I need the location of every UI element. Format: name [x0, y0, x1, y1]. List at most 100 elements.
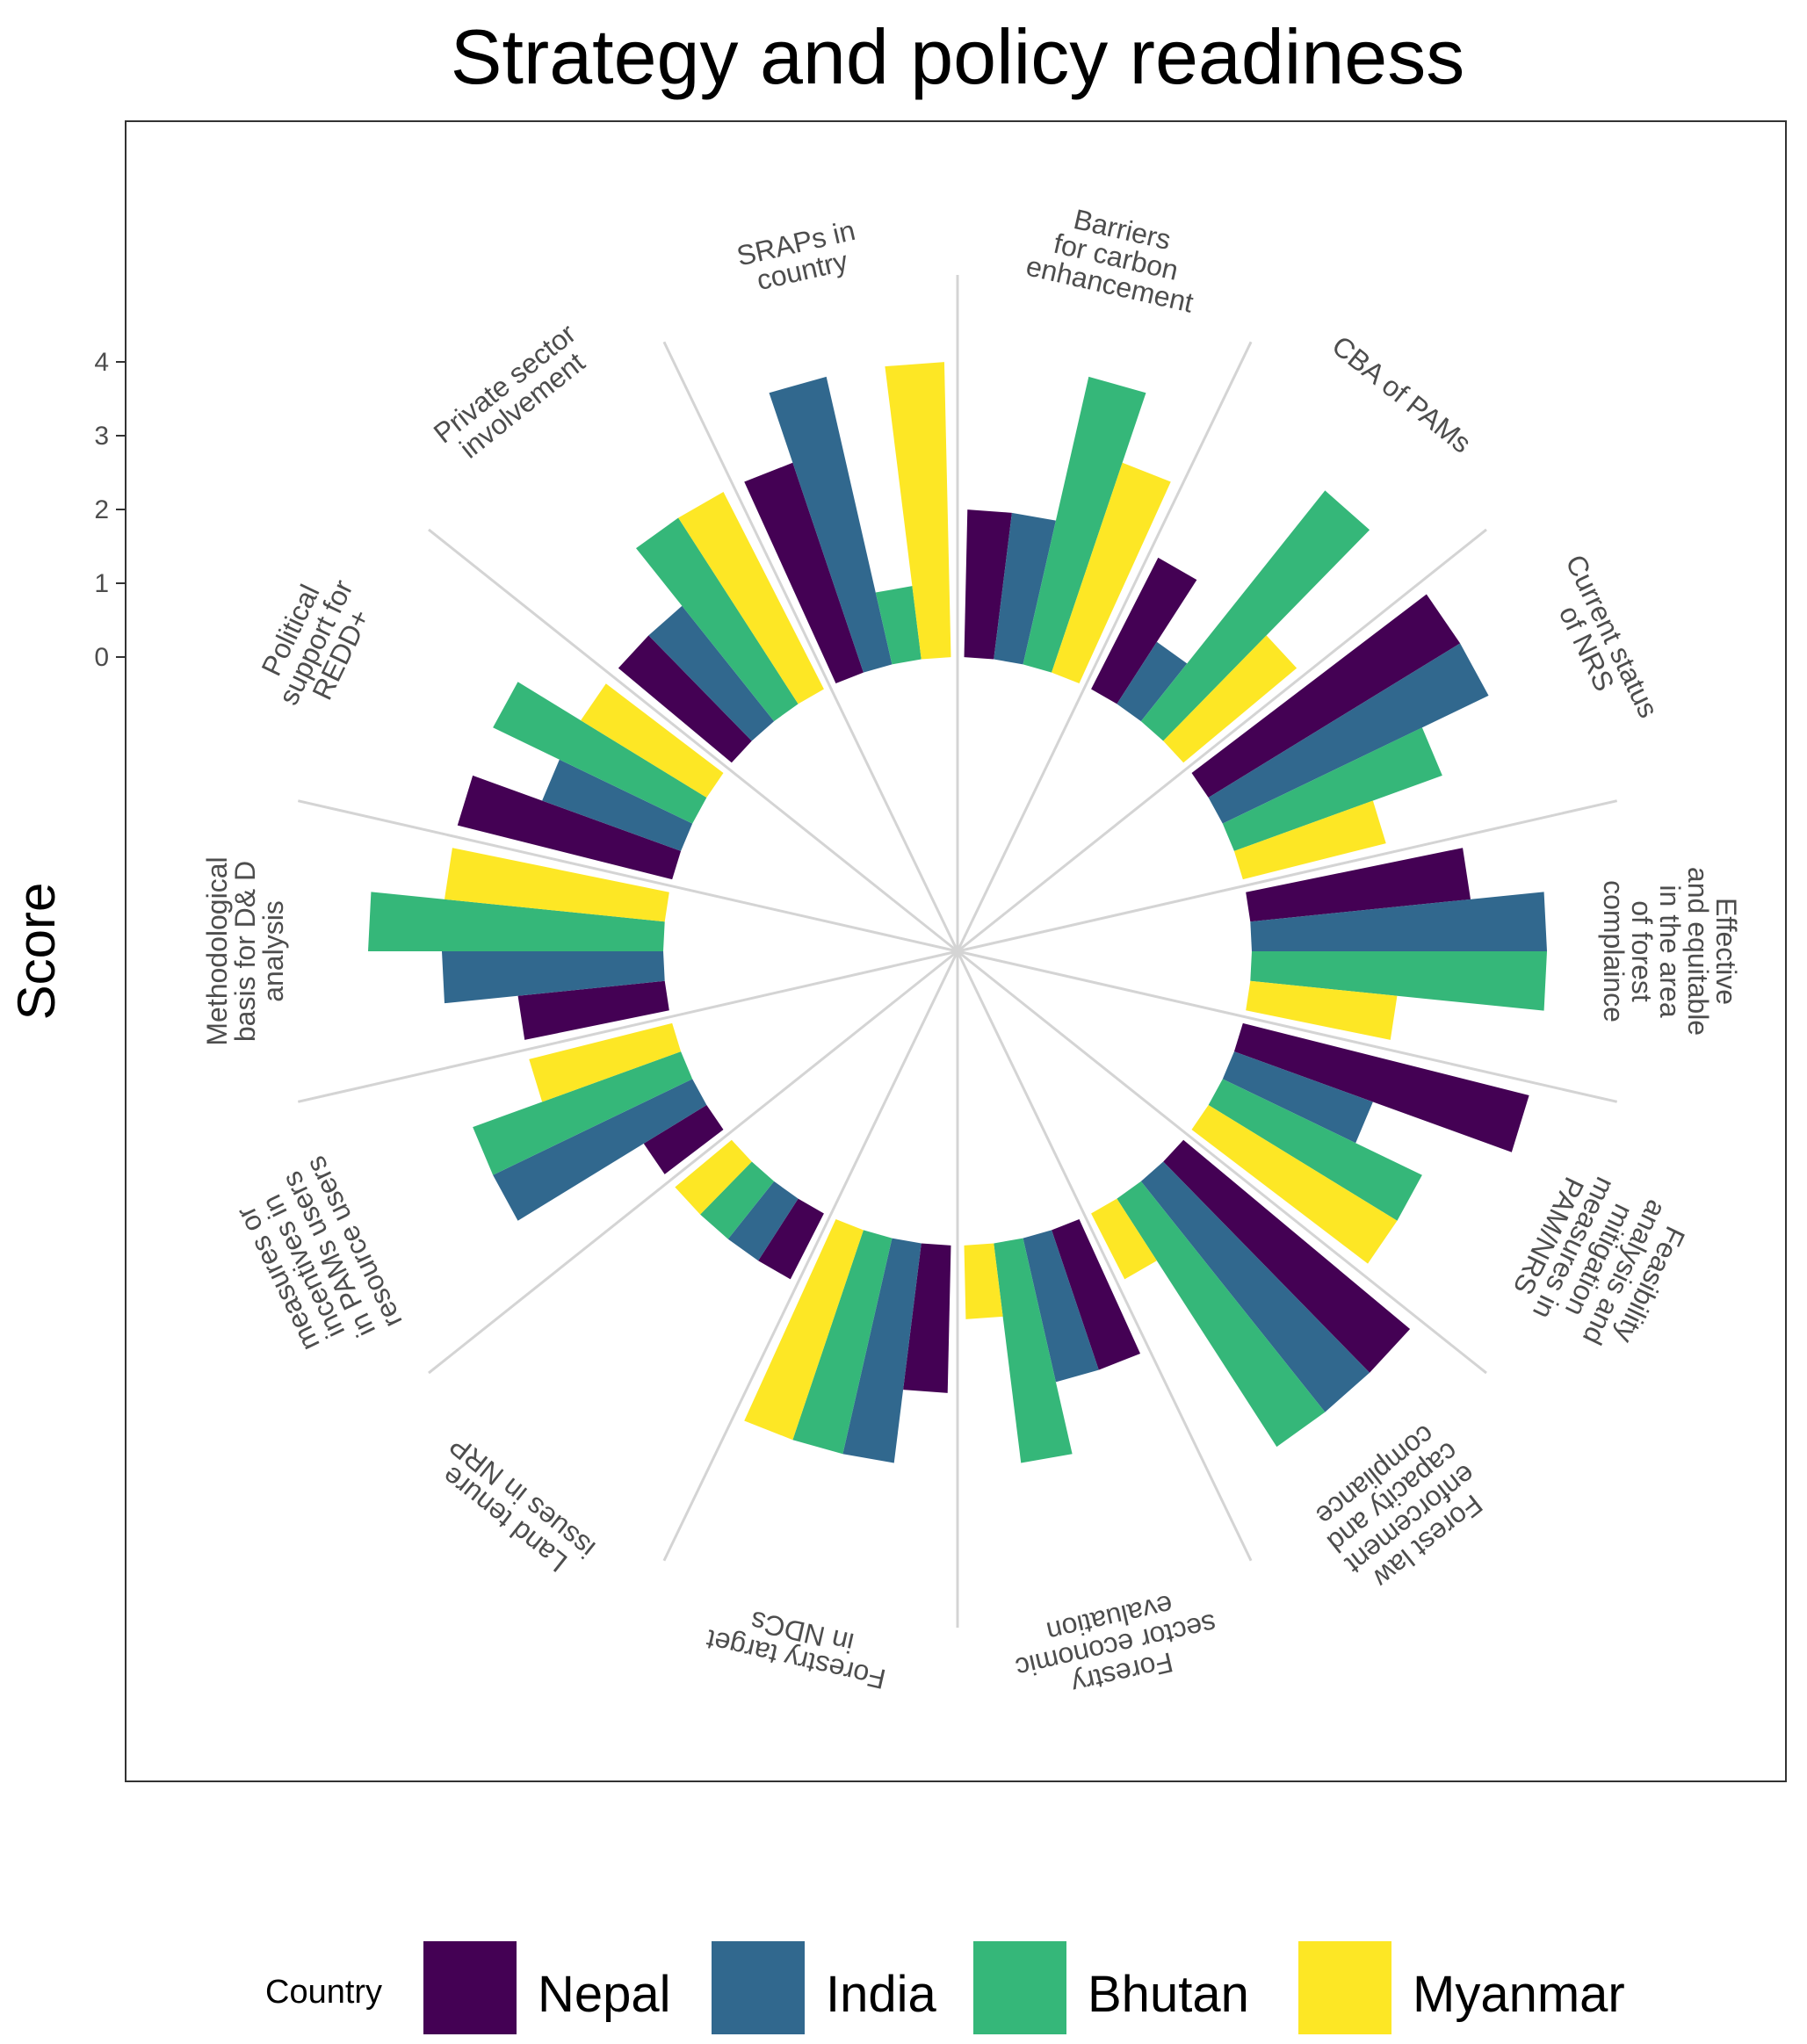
bar-nepal-9 [643, 1105, 724, 1174]
bar-myanmar-4 [1191, 1105, 1398, 1264]
bar-nepal-13 [744, 462, 864, 683]
bar-myanmar-3 [1246, 980, 1398, 1040]
bar-nepal-12 [618, 635, 752, 763]
y-tick-label: 0 [94, 643, 109, 672]
bar-nepal-6 [1052, 1219, 1141, 1370]
bar-nepal-10 [517, 980, 669, 1040]
grid-spoke [428, 528, 958, 953]
bar-bhutan-11 [493, 682, 707, 824]
bar-myanmar-8 [675, 1139, 752, 1215]
category-label: Current statusof NRS [1534, 550, 1664, 735]
category-label: Barriersfor carbonenhancement [1023, 195, 1209, 319]
chart-title: Strategy and policy readiness [451, 13, 1464, 100]
y-tick-label: 1 [94, 569, 109, 598]
category-label: Forestry targetin NDCs [703, 1596, 894, 1695]
plot-panel [125, 120, 1787, 1782]
legend-label-myanmar: Myanmar [1413, 1966, 1625, 2023]
y-tick-label: 2 [94, 495, 109, 524]
grid-spoke [956, 341, 1253, 952]
bar-myanmar-5 [1091, 1198, 1157, 1280]
bar-india-6 [1023, 1230, 1099, 1383]
bar-nepal-0 [964, 509, 1012, 660]
bar-india-8 [727, 1181, 799, 1261]
bar-nepal-1 [1091, 557, 1197, 704]
category-label: CBA of PAMs [1326, 329, 1478, 459]
grid-spoke [957, 799, 1618, 953]
bar-india-3 [1250, 892, 1547, 951]
category-label: measures orincentives inin PAMs usersres… [223, 1152, 408, 1369]
bar-nepal-11 [457, 775, 682, 880]
bar-india-5 [1140, 1161, 1370, 1412]
category-label: Private sectorinvolvement [428, 317, 600, 471]
bar-myanmar-11 [581, 683, 724, 798]
bar-bhutan-0 [1023, 376, 1146, 673]
legend-swatch-india [712, 1941, 805, 2034]
bar-myanmar-13 [885, 362, 951, 660]
category-label: Politicalsupport forREDD+ [247, 562, 385, 722]
bar-bhutan-13 [875, 586, 922, 665]
y-axis-label: Score [7, 883, 66, 1021]
category-label: Methodologicalbasis for D& Danalysis [201, 856, 289, 1045]
grid-spoke [428, 950, 958, 1375]
legend-swatch-bhutan [973, 1941, 1066, 2034]
bar-india-2 [1208, 643, 1489, 824]
bar-bhutan-8 [700, 1161, 775, 1239]
bar-myanmar-9 [529, 1022, 682, 1102]
grid-spoke [957, 950, 1487, 1375]
bar-myanmar-6 [964, 1243, 1003, 1319]
bar-myanmar-7 [744, 1219, 864, 1441]
bar-myanmar-12 [678, 491, 824, 704]
bar-india-9 [493, 1079, 707, 1221]
bar-india-12 [648, 605, 775, 741]
category-label: SRAPs incountry [734, 214, 864, 300]
category-label: Land tenureissues in NRP [426, 1430, 601, 1587]
bar-bhutan-2 [1222, 727, 1442, 851]
bar-bhutan-9 [473, 1051, 693, 1175]
bar-bhutan-7 [792, 1230, 893, 1455]
bar-nepal-7 [903, 1243, 951, 1393]
bar-myanmar-10 [444, 848, 669, 922]
legend-label-india: India [826, 1966, 937, 2023]
bar-india-1 [1117, 641, 1188, 722]
grid-spoke [297, 799, 958, 953]
category-label: Forestrysector economicevaluation [1007, 1580, 1225, 1711]
bar-nepal-5 [1163, 1139, 1411, 1373]
y-tick-label: 3 [94, 422, 109, 451]
bar-india-0 [994, 512, 1056, 665]
legend-title: Country [265, 1974, 382, 2011]
bar-india-13 [769, 376, 893, 673]
grid-spoke [957, 528, 1487, 953]
grid-spoke [297, 950, 958, 1103]
y-axis-ticks: 0 1 2 3 4 [94, 348, 126, 672]
bar-bhutan-6 [994, 1238, 1073, 1463]
grid-spoke [957, 950, 1618, 1103]
bar-bhutan-4 [1208, 1079, 1422, 1221]
bar-myanmar-0 [1052, 462, 1171, 683]
bar-india-10 [442, 951, 665, 1004]
grid-spoke [956, 950, 1253, 1562]
bar-nepal-3 [1246, 848, 1471, 922]
legend-swatch-nepal [423, 1941, 517, 2034]
bar-bhutan-12 [636, 517, 799, 722]
grid-spokes [297, 275, 1618, 1628]
legend-swatch-myanmar [1298, 1941, 1391, 2034]
bar-india-7 [842, 1238, 922, 1463]
bar-bhutan-3 [1250, 951, 1547, 1011]
category-label: Forest lawenforcementcapacity andcomplia… [1304, 1413, 1500, 1602]
bar-nepal-4 [1233, 1022, 1529, 1152]
bar-india-11 [542, 759, 693, 851]
grid-spoke [662, 950, 959, 1562]
legend: Country Nepal India Bhutan Myanmar [265, 1941, 1625, 2034]
category-label: Effectiveand equitablein the areaof fore… [1598, 867, 1742, 1036]
bar-nepal-2 [1191, 594, 1461, 798]
bar-bhutan-10 [368, 892, 665, 951]
category-label: Feasibilityanalysis andmitigationmeasure… [1500, 1159, 1698, 1361]
bar-myanmar-1 [1163, 635, 1297, 763]
bars-layer [368, 362, 1547, 1463]
bar-nepal-8 [758, 1198, 824, 1280]
bar-myanmar-2 [1233, 800, 1386, 880]
bar-bhutan-1 [1140, 490, 1370, 741]
bar-bhutan-5 [1117, 1181, 1326, 1448]
bar-india-4 [1222, 1051, 1373, 1144]
grid-spoke [662, 341, 959, 952]
